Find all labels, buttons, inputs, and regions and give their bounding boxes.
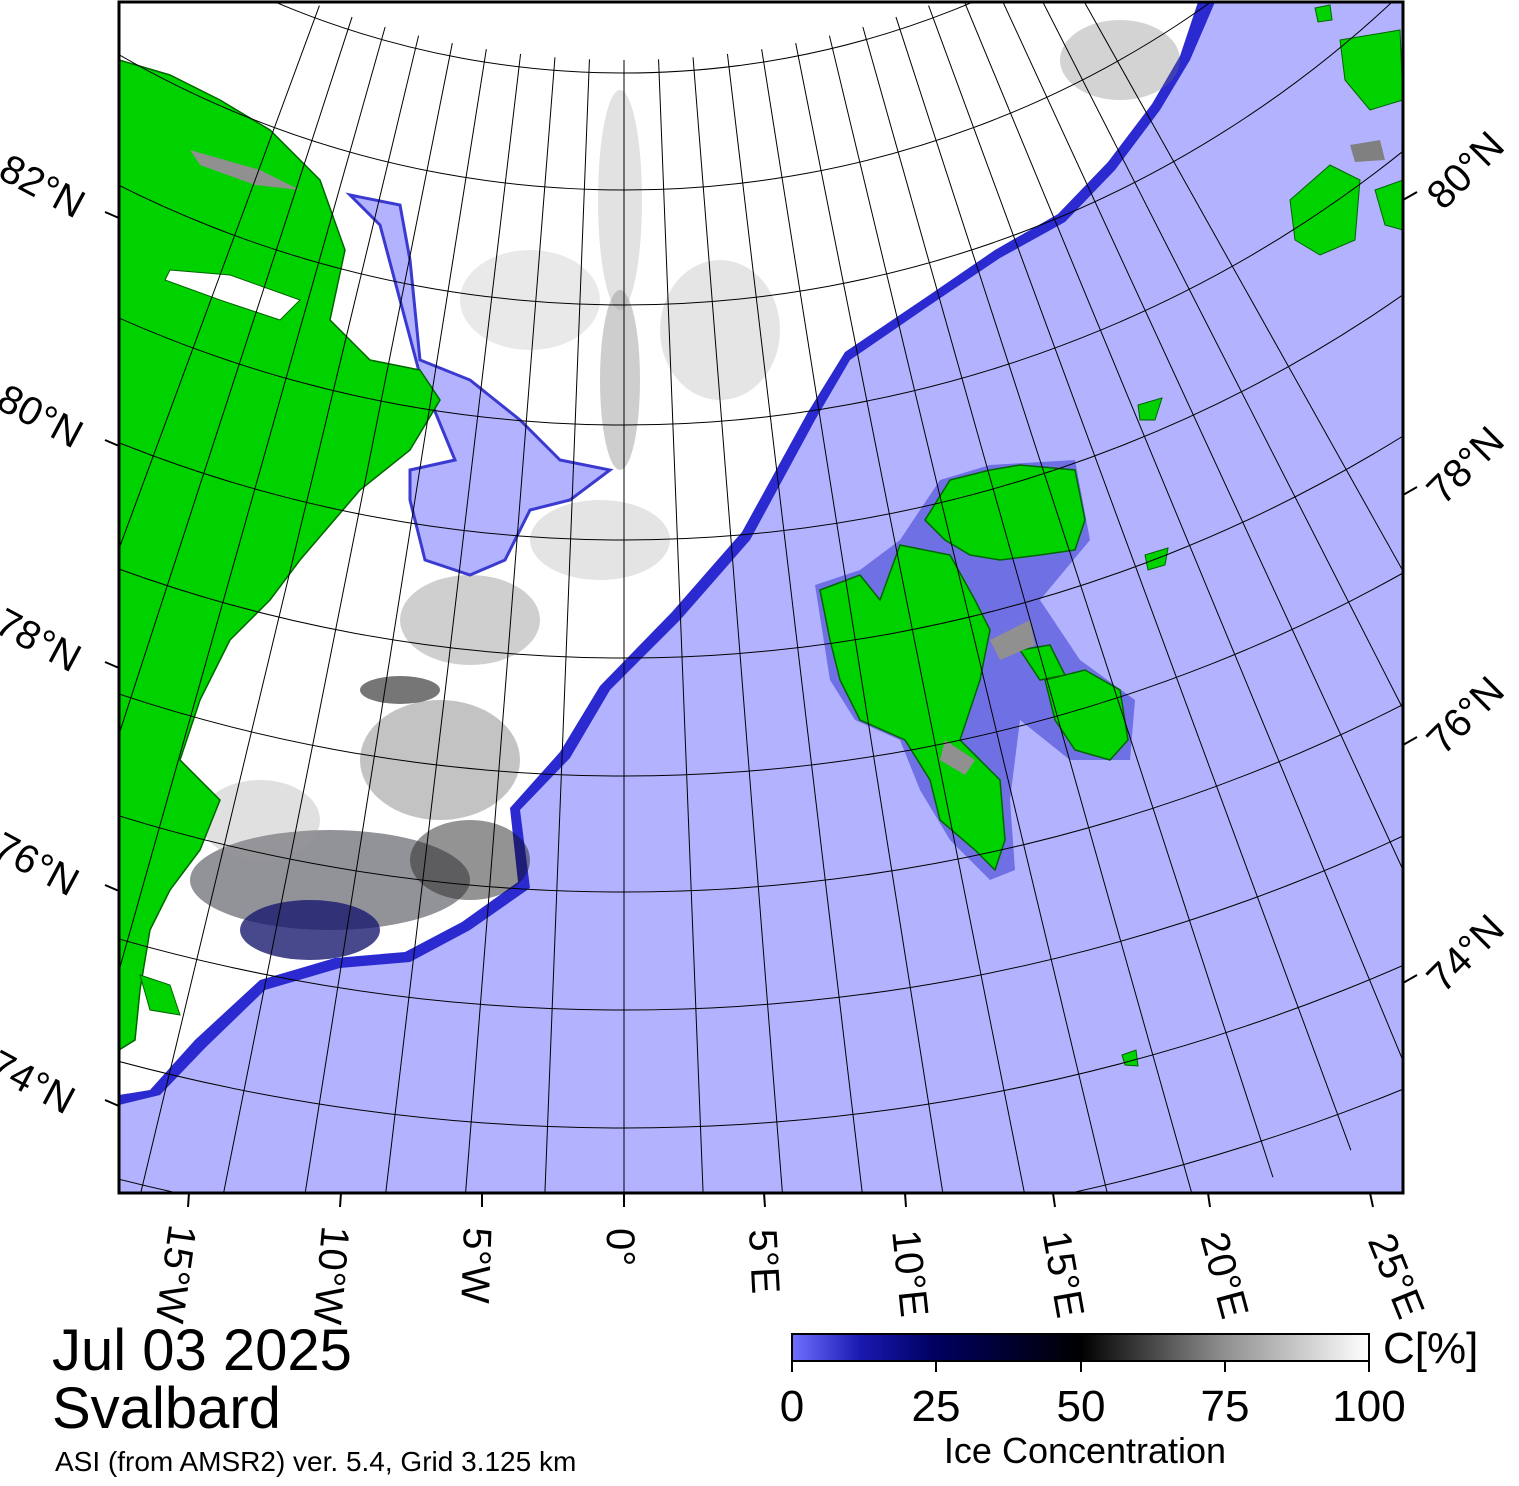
meridian-line — [726, 53, 863, 1193]
meridian-line — [544, 59, 590, 1193]
colorbar-tick-label: 50 — [1056, 1382, 1106, 1431]
ice-texture — [190, 20, 1180, 960]
meridian-line — [658, 59, 704, 1193]
lon-label: 5°W — [452, 1226, 499, 1305]
meridian-line — [223, 42, 453, 1193]
franz-josef-land — [1289, 4, 1403, 256]
colorbar-tick-label: 25 — [911, 1382, 961, 1431]
meridian-line — [928, 5, 1352, 1151]
polynya-water — [345, 192, 614, 577]
colorbar-tick-label: 0 — [779, 1382, 805, 1431]
meridian-line — [1083, 2, 1403, 573]
meridian-line — [119, 26, 386, 973]
svalbard-islands — [815, 397, 1169, 1067]
meridian-line — [465, 57, 556, 1193]
meridian-line — [140, 35, 420, 1193]
meridian-line — [692, 57, 783, 1193]
data-source-note: ASI (from AMSR2) ver. 5.4, Grid 3.125 km — [55, 1446, 577, 1477]
lon-label: 5°E — [740, 1227, 788, 1296]
greenland-fjord — [190, 150, 300, 190]
map-region: Svalbard — [52, 1376, 281, 1441]
colorbar-gradient — [791, 1333, 1370, 1362]
meridian-line — [119, 16, 353, 736]
lon-label: 0° — [598, 1228, 642, 1267]
meridian-line — [1002, 2, 1403, 871]
colorbar-unit: C[%] — [1383, 1324, 1479, 1373]
colorbar-title: Ice Concentration — [943, 1430, 1227, 1471]
colorbar-tick-label: 100 — [1332, 1382, 1406, 1431]
meridian-line — [795, 42, 1025, 1193]
greenland-coast-island — [139, 974, 181, 1016]
lon-label: 10°W — [304, 1224, 357, 1327]
greenland-land — [119, 59, 441, 1051]
colorbar-tick-label: 75 — [1200, 1382, 1250, 1431]
colorbar-ticks — [791, 1361, 1370, 1372]
meridian-line — [963, 2, 1403, 1062]
sea-ice-pack — [119, 2, 1198, 1095]
map-date: Jul 03 2025 — [52, 1318, 352, 1383]
meridian-line — [761, 49, 944, 1193]
map-frame — [117, 0, 1405, 1195]
meridian-line — [304, 49, 487, 1193]
greenland-fjord — [164, 269, 301, 321]
frame-ticks — [104, 191, 1418, 1208]
lon-label: 10°E — [883, 1227, 937, 1320]
meridian-line — [1042, 2, 1403, 710]
meridian-line — [385, 53, 522, 1193]
meridian-line — [895, 16, 1274, 1178]
graticule — [119, 2, 1403, 1193]
meridian-line — [119, 5, 320, 551]
meridian-line — [862, 26, 1193, 1193]
meridian-line — [828, 35, 1108, 1193]
